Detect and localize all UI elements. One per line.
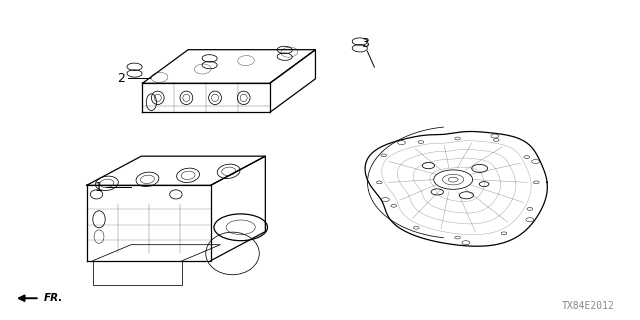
Text: 3: 3 <box>361 36 369 50</box>
Text: 2: 2 <box>117 72 125 85</box>
Text: TX84E2012: TX84E2012 <box>561 301 614 311</box>
Text: FR.: FR. <box>44 293 63 303</box>
Text: 1: 1 <box>95 181 102 194</box>
